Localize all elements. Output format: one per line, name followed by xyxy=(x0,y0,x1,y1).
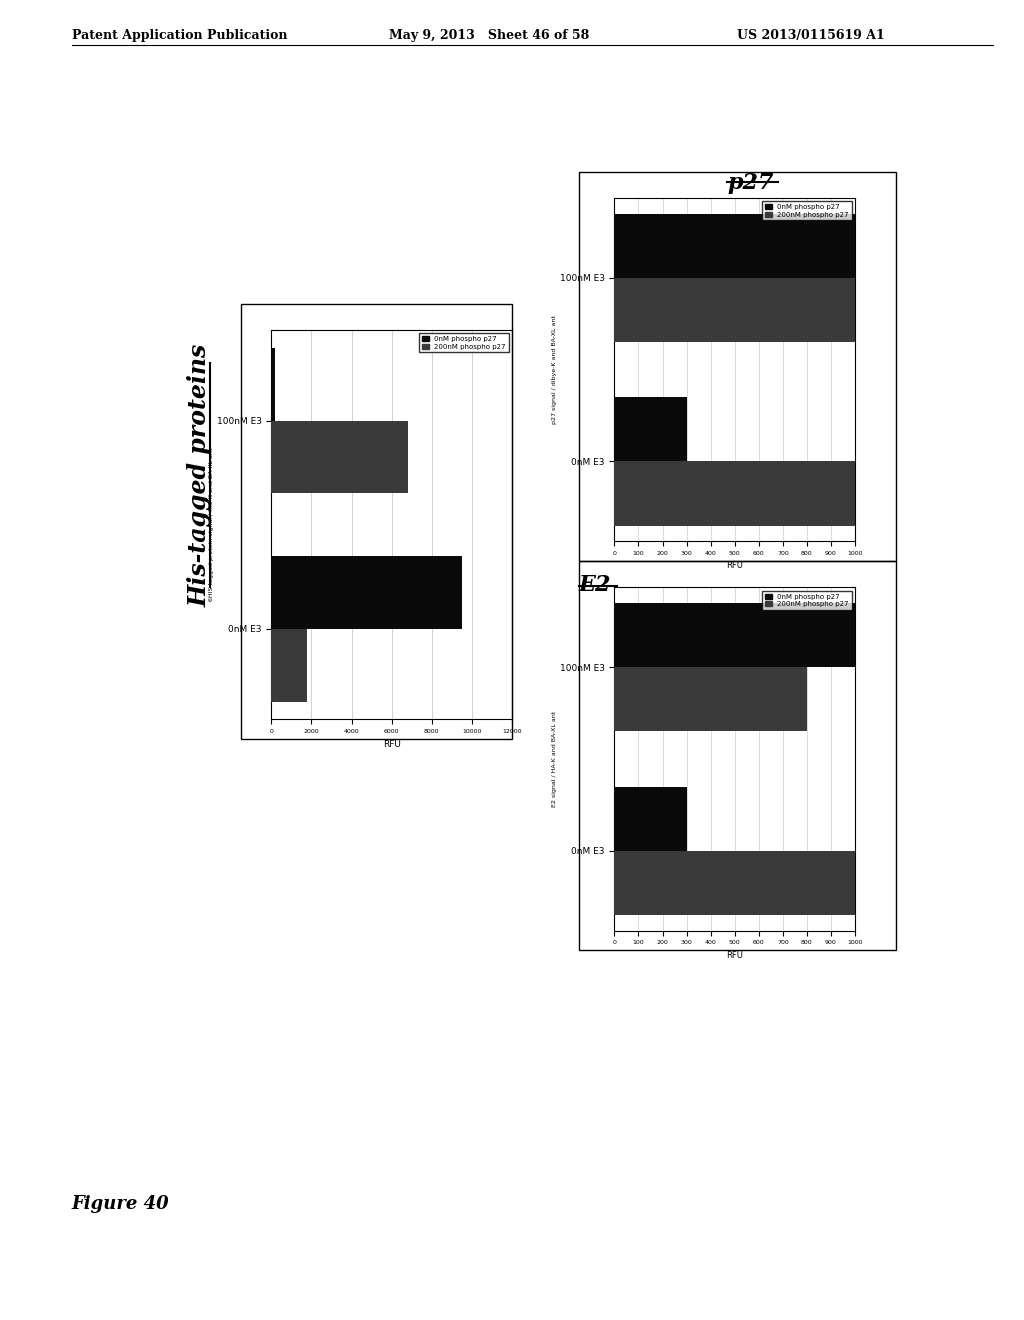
Legend: 0nM phospho p27, 200nM phospho p27: 0nM phospho p27, 200nM phospho p27 xyxy=(762,591,852,610)
Bar xyxy=(614,787,686,851)
Bar xyxy=(614,277,1024,342)
Text: May 9, 2013   Sheet 46 of 58: May 9, 2013 Sheet 46 of 58 xyxy=(389,29,590,42)
Bar xyxy=(614,462,1024,525)
Bar xyxy=(614,851,1024,915)
Y-axis label: E2 signal / HA-K and BA-XL ant: E2 signal / HA-K and BA-XL ant xyxy=(552,711,557,807)
X-axis label: RFU: RFU xyxy=(726,950,743,960)
Bar xyxy=(614,214,1024,277)
Bar xyxy=(614,667,807,731)
Bar xyxy=(614,603,1024,667)
Text: Patent Application Publication: Patent Application Publication xyxy=(72,29,287,42)
Legend: 0nM phospho p27, 200nM phospho p27: 0nM phospho p27, 200nM phospho p27 xyxy=(762,202,852,220)
Bar xyxy=(271,628,307,702)
Text: p27: p27 xyxy=(727,172,773,194)
Bar xyxy=(271,421,408,494)
Text: Figure 40: Figure 40 xyxy=(72,1195,169,1213)
Bar xyxy=(614,397,686,462)
Text: US 2013/0115619 A1: US 2013/0115619 A1 xyxy=(737,29,885,42)
Legend: 0nM phospho p27, 200nM phospho p27: 0nM phospho p27, 200nM phospho p27 xyxy=(419,334,509,352)
Bar xyxy=(271,556,462,628)
Y-axis label: p27 signal / dibye-K and BA-XL ant: p27 signal / dibye-K and BA-XL ant xyxy=(552,315,557,424)
Y-axis label: 6HIS-tagged protein signal / HIS-K and BA-XL ant: 6HIS-tagged protein signal / HIS-K and B… xyxy=(209,447,214,602)
X-axis label: RFU: RFU xyxy=(383,739,400,748)
Bar xyxy=(271,347,275,421)
X-axis label: RFU: RFU xyxy=(726,561,743,570)
Text: His-tagged proteins: His-tagged proteins xyxy=(187,343,212,607)
Text: E2: E2 xyxy=(579,574,611,597)
